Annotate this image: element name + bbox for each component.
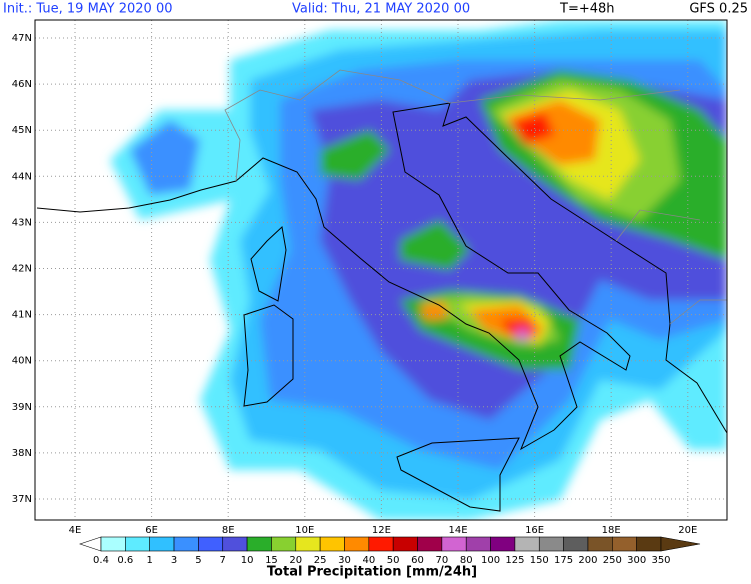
precip-field xyxy=(110,20,727,520)
lon-label: 20E xyxy=(678,525,697,536)
colorbar-swatch xyxy=(538,536,564,552)
colorbar-swatch xyxy=(612,536,637,552)
colorbar-swatch xyxy=(149,536,175,552)
lat-label: 39N xyxy=(12,402,32,413)
colorbar-label: 125 xyxy=(505,555,524,566)
colorbar-swatch xyxy=(417,536,443,552)
colorbar-swatch xyxy=(368,536,394,552)
colorbar-swatch xyxy=(587,536,613,552)
colorbar-label: 5 xyxy=(195,555,201,566)
lat-label: 42N xyxy=(12,264,32,275)
sardinia xyxy=(243,304,294,407)
coastlines xyxy=(36,69,727,512)
colorbar-swatch xyxy=(246,536,272,552)
lat-label: 38N xyxy=(12,448,32,459)
lat-label: 43N xyxy=(12,217,32,228)
lat-label: 45N xyxy=(12,125,32,136)
lat-label: 44N xyxy=(12,171,32,182)
lat-label: 47N xyxy=(12,33,32,44)
lon-label: 12E xyxy=(372,525,391,536)
sicily xyxy=(396,437,520,512)
colorbar-label: 70 xyxy=(436,555,449,566)
colorbar-label: 100 xyxy=(481,555,500,566)
colorbar-low-arrow xyxy=(79,536,102,552)
colorbar-swatch xyxy=(344,536,370,552)
model-label: GFS 0.25 xyxy=(689,2,748,17)
colorbar-label: 0.4 xyxy=(93,555,109,566)
colorbar-label: 0.6 xyxy=(117,555,133,566)
lon-label: 8E xyxy=(222,525,235,536)
colorbar-label: 60 xyxy=(411,555,424,566)
lead-label: T=+48h xyxy=(559,2,615,17)
colorbar-label: 20 xyxy=(289,555,302,566)
lon-label: 4E xyxy=(69,525,82,536)
colorbar-label: 350 xyxy=(651,555,670,566)
colorbar: 0.4 0.6 1 3 5 7 10 15 20 25 30 40 50 60 70 80 100 125 150 1… xyxy=(79,536,701,566)
colorbar-label: 250 xyxy=(603,555,622,566)
colorbar-swatch xyxy=(198,536,224,552)
lon-label: 14E xyxy=(448,525,467,536)
lat-label: 46N xyxy=(12,79,32,90)
colorbar-label: 3 xyxy=(171,555,177,566)
graticule: 47N 46N 45N 44N 43N 42N 41N 40N 39N 38N 37N 4E 6E 8E 1… xyxy=(12,20,727,536)
colorbar-swatch xyxy=(490,536,516,552)
lon-label: 16E xyxy=(525,525,544,536)
colorbar-swatch xyxy=(295,536,321,552)
lat-label: 40N xyxy=(12,356,32,367)
colorbar-swatch xyxy=(563,536,589,552)
colorbar-label: 15 xyxy=(265,555,278,566)
colorbar-swatch xyxy=(392,536,418,552)
lat-label: 37N xyxy=(12,494,32,505)
colorbar-swatch xyxy=(465,536,491,552)
colorbar-label: 200 xyxy=(578,555,597,566)
colorbar-swatch xyxy=(125,536,150,552)
colorbar-swatch xyxy=(319,536,345,552)
legend-title: Total Precipitation [mm/24h] xyxy=(267,565,477,580)
colorbar-label: 10 xyxy=(241,555,254,566)
colorbar-swatch xyxy=(100,536,126,552)
colorbar-swatch xyxy=(173,536,199,552)
colorbar-swatch xyxy=(222,536,248,552)
colorbar-swatch xyxy=(636,536,662,552)
colorbar-label: 50 xyxy=(387,555,400,566)
borders xyxy=(224,69,727,325)
colorbar-swatch xyxy=(514,536,540,552)
colorbar-label: 300 xyxy=(627,555,646,566)
lat-label: 41N xyxy=(12,310,32,321)
colorbar-swatch xyxy=(441,536,467,552)
colorbar-label: 25 xyxy=(314,555,327,566)
colorbar-label: 80 xyxy=(460,555,473,566)
colorbar-label: 7 xyxy=(220,555,226,566)
lon-label: 10E xyxy=(295,525,314,536)
corsica xyxy=(250,226,287,302)
colorbar-label: 150 xyxy=(530,555,549,566)
coastline xyxy=(36,102,727,451)
colorbar-label: 1 xyxy=(147,555,153,566)
lon-label: 18E xyxy=(602,525,621,536)
init-label: Init.: Tue, 19 MAY 2020 00 xyxy=(3,2,173,17)
colorbar-label: 175 xyxy=(554,555,573,566)
valid-label: Valid: Thu, 21 MAY 2020 00 xyxy=(292,2,470,17)
map-frame xyxy=(34,19,728,521)
colorbar-swatch xyxy=(271,536,297,552)
colorbar-high-arrow xyxy=(660,536,701,552)
lon-label: 6E xyxy=(145,525,158,536)
colorbar-label: 30 xyxy=(338,555,351,566)
colorbar-label: 40 xyxy=(362,555,375,566)
